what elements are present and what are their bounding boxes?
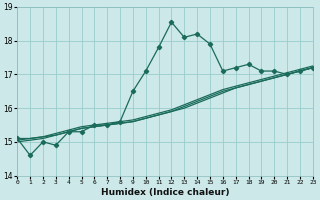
- X-axis label: Humidex (Indice chaleur): Humidex (Indice chaleur): [101, 188, 229, 197]
